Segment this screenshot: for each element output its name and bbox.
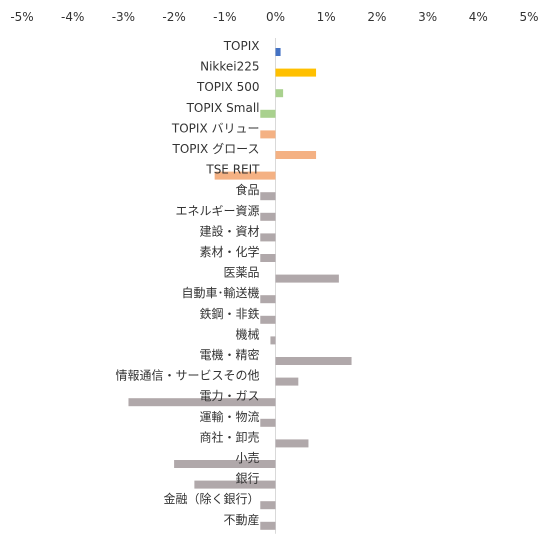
bar: [275, 274, 339, 283]
bar: [260, 130, 276, 139]
x-tick-label: -1%: [213, 10, 236, 24]
category-label: 機械: [235, 326, 259, 341]
bar: [214, 171, 276, 180]
bar: [275, 48, 281, 56]
bar: [260, 521, 276, 530]
x-tick-label: -5%: [10, 10, 33, 24]
category-label: TOPIX: [223, 39, 260, 53]
category-label: 食品: [235, 182, 259, 197]
bar: [260, 212, 276, 221]
x-tick-label: 4%: [469, 10, 488, 24]
x-tick-label: -2%: [162, 10, 185, 24]
x-tick-label: -3%: [112, 10, 135, 24]
category-label: 電力・ガス: [199, 389, 259, 403]
bar: [275, 68, 317, 77]
category-label: TSE REIT: [205, 163, 260, 177]
category-label: 情報通信・サービスその他: [115, 369, 259, 383]
category-label: TOPIX バリュー: [171, 121, 260, 135]
bar: [260, 233, 276, 242]
bar: [194, 480, 276, 489]
bar: [270, 336, 276, 345]
category-label: 金融（除く銀行）: [163, 491, 259, 506]
bar: [275, 439, 309, 448]
bar: [174, 460, 276, 468]
bar: [275, 377, 299, 386]
category-label: TOPIX Small: [186, 101, 260, 115]
category-label: 自動車･輸送機: [181, 285, 259, 300]
x-tick-label: 5%: [519, 10, 538, 24]
category-label: 不動産: [223, 512, 259, 527]
bar: [260, 315, 276, 324]
category-label: Nikkei225: [200, 60, 259, 74]
bar: [275, 357, 352, 365]
category-label: エネルギー資源: [175, 204, 259, 218]
x-tick-label: 2%: [367, 10, 386, 24]
category-label: TOPIX グロース: [172, 142, 260, 156]
x-tick-label: 0%: [266, 10, 285, 24]
category-label: 小売: [235, 450, 259, 465]
bar: [260, 254, 276, 262]
bar: [260, 295, 276, 304]
bar: [260, 192, 276, 201]
x-tick-label: -4%: [61, 10, 84, 24]
bar: [260, 418, 276, 427]
bar: [275, 151, 317, 159]
bar: [260, 501, 276, 510]
category-label: TOPIX 500: [196, 80, 260, 94]
category-label: 銀行: [235, 472, 259, 486]
category-label: 医薬品: [223, 266, 259, 280]
bar: [260, 109, 276, 118]
bar: [128, 398, 276, 407]
category-label: 鉄鋼・非鉄: [199, 306, 259, 321]
category-label: 運輸・物流: [199, 409, 259, 424]
bar: [275, 89, 284, 98]
x-tick-label: 1%: [317, 10, 336, 24]
category-label: 素材・化学: [199, 244, 259, 259]
x-tick-label: 3%: [418, 10, 437, 24]
category-label: 建設・資材: [199, 223, 259, 238]
category-label: 商社・卸売: [199, 429, 259, 444]
category-label: 電機・精密: [199, 347, 259, 362]
